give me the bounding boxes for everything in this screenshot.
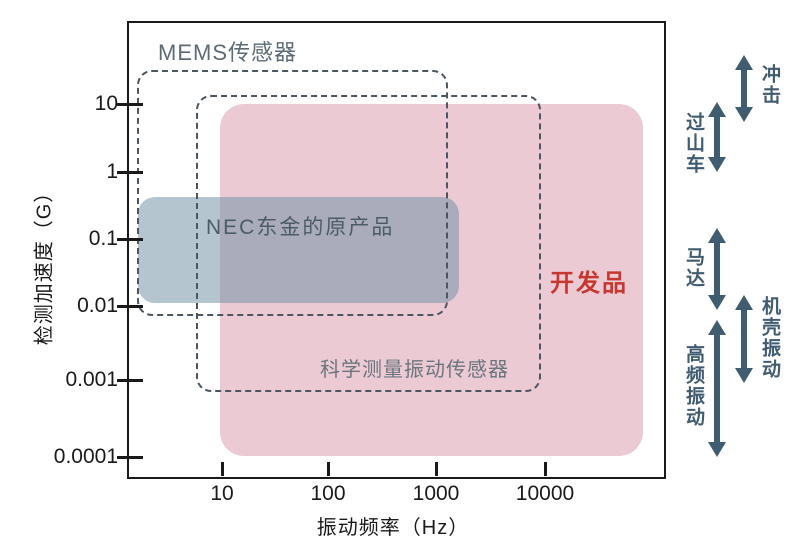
x-tick-label: 10000 — [515, 482, 575, 505]
y-tick-label: 10 — [94, 92, 118, 115]
y-tick-1 — [117, 171, 143, 174]
arrow-shaft — [714, 117, 720, 157]
mems-sensor-label: MEMS传感器 — [158, 40, 298, 65]
arrow-shaft — [741, 70, 747, 107]
x-tick-10 — [221, 462, 224, 476]
x-tick-10000 — [544, 462, 547, 476]
y-tick-label: 0.0001 — [53, 445, 118, 468]
y-tick-0-1 — [117, 238, 143, 241]
shock-range-arrow — [735, 55, 753, 122]
arrow-down-icon — [735, 107, 753, 122]
x-tick-label: 10 — [210, 482, 234, 505]
rollercoaster-range-arrow — [708, 102, 726, 172]
development-product-label: 开发品 — [550, 270, 628, 297]
arrow-up-icon — [735, 295, 753, 310]
x-tick-label: 1000 — [412, 482, 460, 505]
motor-label: 马达 — [683, 247, 704, 289]
arrow-shaft — [714, 335, 720, 442]
rollercoaster-label: 过山车 — [683, 112, 704, 175]
arrow-down-icon — [708, 157, 726, 172]
y-tick-label: 0.001 — [65, 368, 118, 391]
y-tick-0-001 — [117, 379, 143, 382]
y-tick-0-01 — [117, 305, 143, 308]
arrow-up-icon — [708, 102, 726, 117]
region-mems-sensor-outline — [137, 70, 448, 316]
x-axis-title: 振动频率（Hz） — [316, 517, 470, 539]
shock-label: 冲击 — [759, 64, 780, 106]
arrow-shaft — [714, 243, 720, 295]
arrow-up-icon — [708, 320, 726, 335]
nec-original-product-label: NEC东金的原产品 — [206, 216, 395, 239]
x-tick-label: 100 — [310, 482, 346, 505]
arrow-down-icon — [708, 295, 726, 310]
arrow-down-icon — [708, 442, 726, 457]
arrow-down-icon — [735, 368, 753, 383]
scientific-vibration-sensor-label: 科学测量振动传感器 — [320, 359, 509, 381]
y-tick-0-0001 — [117, 456, 143, 459]
motor-range-arrow — [708, 228, 726, 310]
high-frequency-vibration-label: 高频振动 — [683, 344, 704, 428]
arrow-shaft — [741, 310, 747, 368]
high-frequency-vibration-range-arrow — [708, 320, 726, 457]
region-nec-tokin-original-product — [138, 197, 459, 303]
y-tick-label: 0.01 — [77, 294, 118, 317]
case-vibration-range-arrow — [735, 295, 753, 383]
arrow-up-icon — [708, 228, 726, 243]
y-tick-10 — [117, 103, 143, 106]
x-tick-100 — [327, 462, 330, 476]
y-tick-label: 1 — [106, 160, 118, 183]
y-axis-title: 检测加速度（G） — [33, 181, 56, 346]
case-vibration-label: 机壳振动 — [759, 296, 780, 380]
arrow-up-icon — [735, 55, 753, 70]
y-tick-label: 0.1 — [88, 227, 118, 250]
x-tick-1000 — [435, 462, 438, 476]
region-scientific-vibration-sensor-outline — [196, 95, 541, 392]
